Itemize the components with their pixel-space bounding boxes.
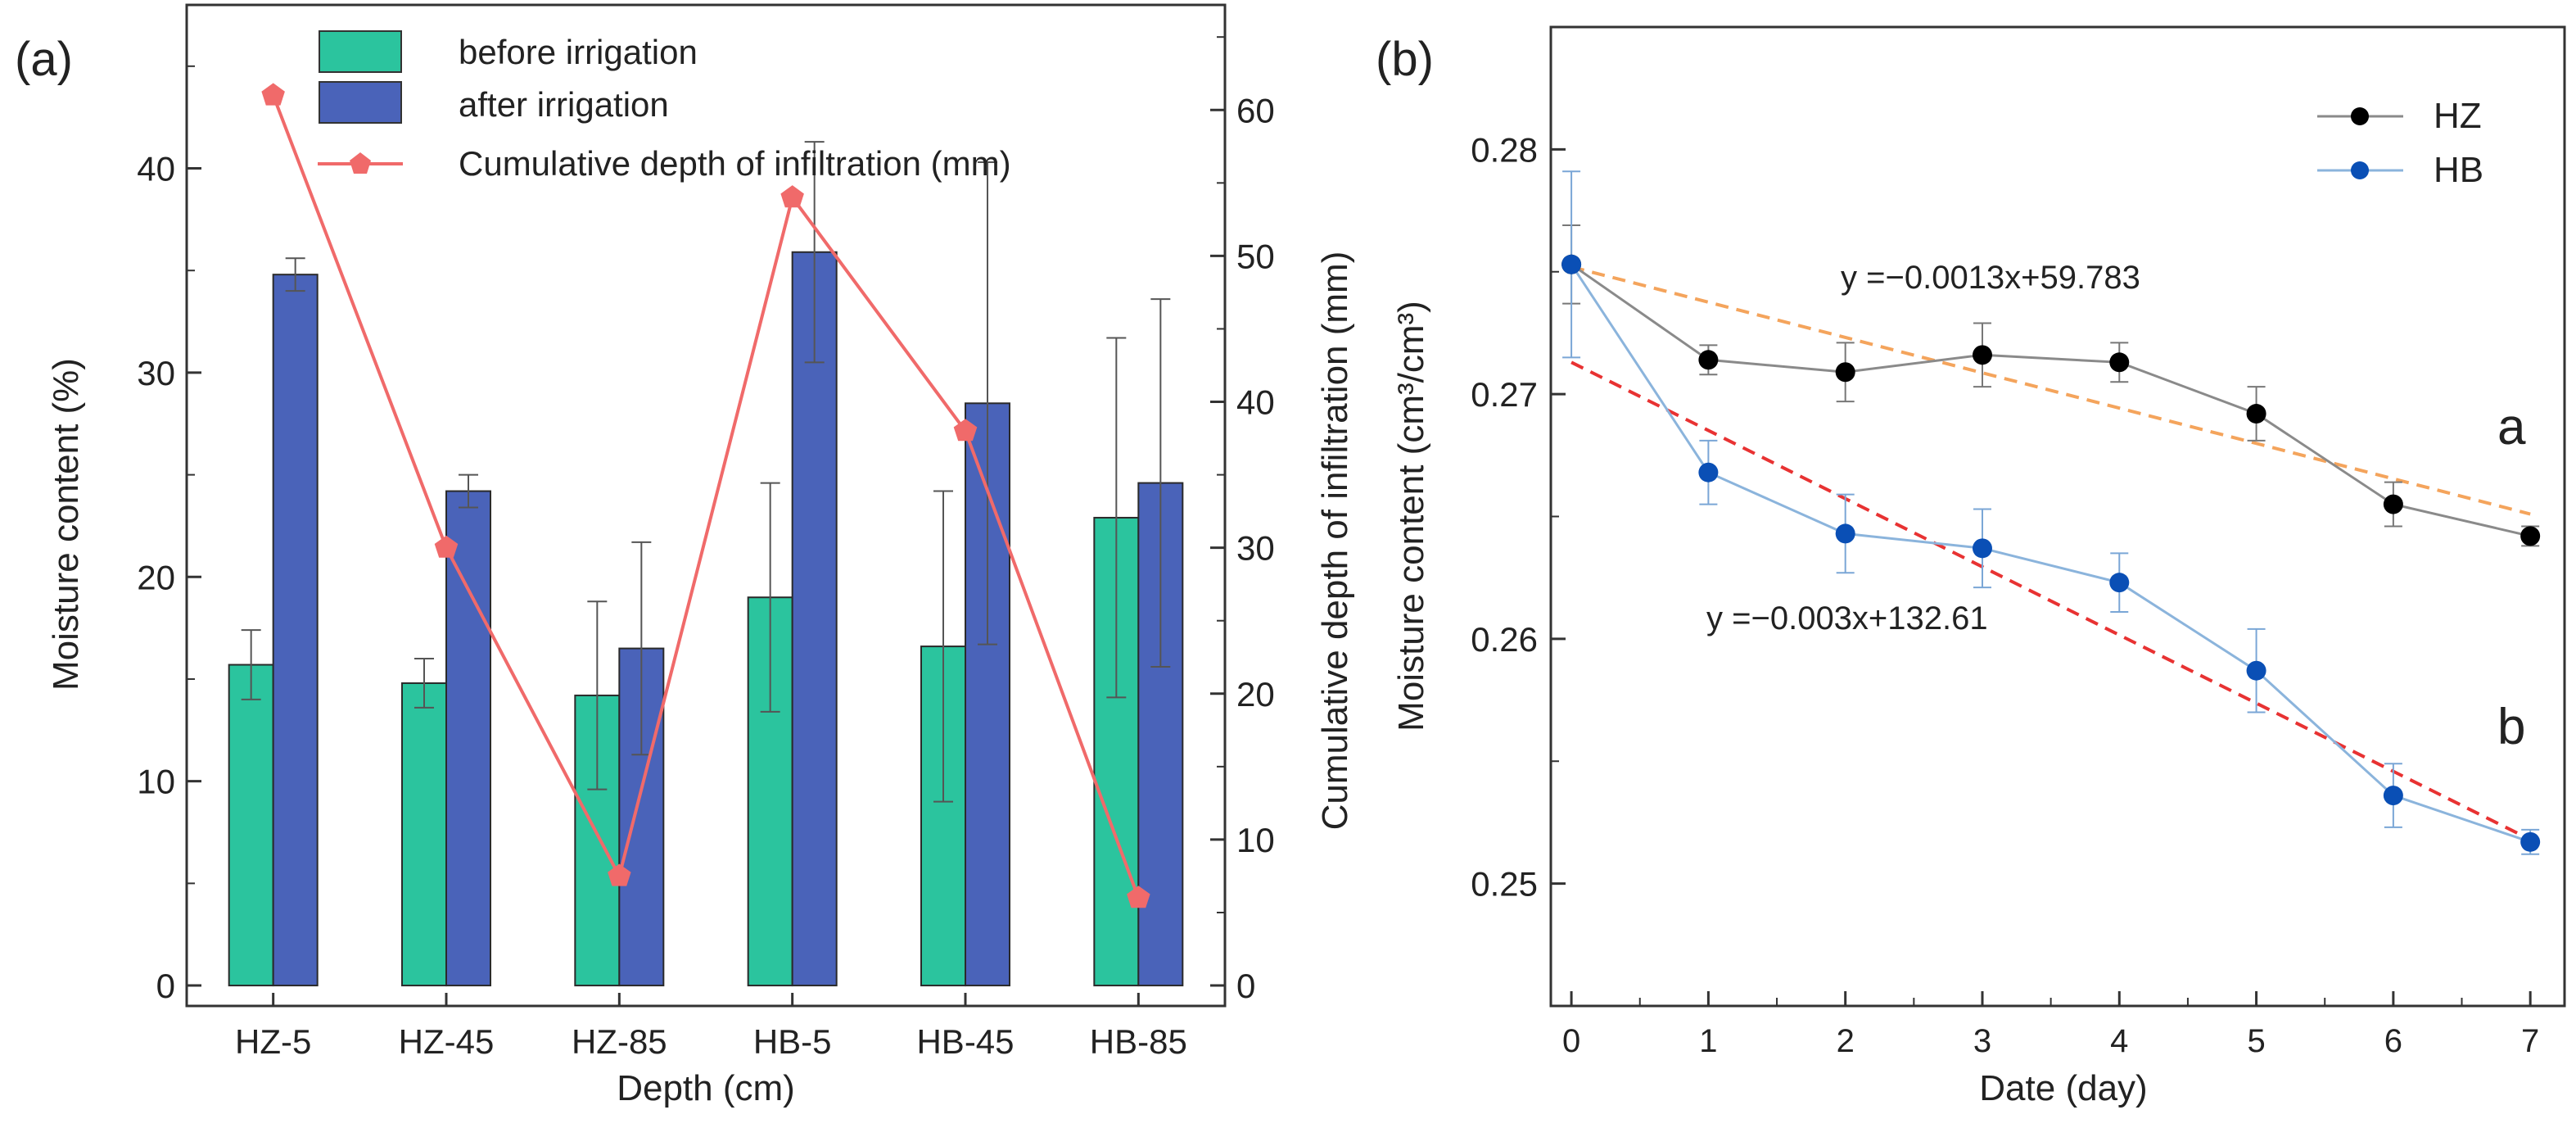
x-tick-label-b-0: 0 bbox=[1562, 1023, 1580, 1059]
x-tick-label-HB-5: HB-5 bbox=[753, 1022, 832, 1061]
infiltration-point-HZ-85 bbox=[608, 863, 631, 886]
x-axis-label: Depth (cm) bbox=[617, 1068, 795, 1108]
x-tick-label-HZ-85: HZ-85 bbox=[572, 1022, 667, 1061]
bar-after-HZ-5 bbox=[272, 274, 319, 987]
series-line-HB bbox=[1570, 263, 2531, 844]
fit-equation-hb: y =−0.003x+132.61 bbox=[1706, 600, 1988, 636]
y-tick-label-10: 10 bbox=[137, 763, 175, 801]
legend-swatch-before bbox=[319, 30, 402, 73]
infiltration-point-HB-85 bbox=[1127, 886, 1150, 908]
infiltration-point-HB-5 bbox=[780, 185, 804, 208]
y2-tick-label-50: 50 bbox=[1236, 237, 1275, 275]
point-HB-6 bbox=[2383, 786, 2403, 806]
legend-marker-infiltration bbox=[350, 152, 371, 174]
series-points-group bbox=[1561, 254, 2541, 852]
x-axis-label-b: Date (day) bbox=[1979, 1068, 2147, 1108]
legend-b: HZ HB bbox=[2317, 96, 2483, 190]
x-tick-label-b-1: 1 bbox=[1699, 1023, 1717, 1059]
x-tick-label-b-4: 4 bbox=[2110, 1023, 2128, 1059]
point-HB-0 bbox=[1561, 254, 1582, 274]
legend-a: before irrigation after irrigation Cumul… bbox=[318, 30, 1011, 183]
point-HB-7 bbox=[2520, 831, 2541, 852]
panel-a-label: (a) bbox=[15, 33, 73, 86]
bar-after-HZ-45 bbox=[445, 490, 491, 987]
y2-tick-label-20: 20 bbox=[1236, 675, 1275, 713]
x-axis: HZ-5 HZ-45 HZ-85 HB-5 HB-45 HB-85 bbox=[235, 993, 1187, 1061]
point-HZ-2 bbox=[1835, 362, 1855, 383]
legend-label-hz: HZ bbox=[2434, 96, 2482, 136]
y-tick-label-b-0.28: 0.28 bbox=[1471, 130, 1538, 169]
point-HB-3 bbox=[1972, 538, 1992, 559]
y2-tick-label-30: 30 bbox=[1236, 529, 1275, 568]
x-tick-label-b-3: 3 bbox=[1973, 1023, 1991, 1059]
y-tick-label-20: 20 bbox=[137, 558, 175, 596]
panel-b-chart: (b) 0.25 0.26 0.27 0.28 0 1 2 3 4 5 6 7 Moisture c… bbox=[1376, 25, 2566, 1108]
y-axis-label-right: Cumulative depth of infiltration (mm) bbox=[1315, 251, 1355, 831]
y-axis-label-left: Moisture content (%) bbox=[46, 358, 86, 691]
x-tick-label-b-6: 6 bbox=[2384, 1023, 2402, 1059]
point-HB-5 bbox=[2246, 660, 2266, 681]
x-tick-label-HZ-45: HZ-45 bbox=[399, 1022, 495, 1061]
x-tick-label-b-5: 5 bbox=[2247, 1023, 2265, 1059]
bar-before-HZ-5 bbox=[228, 664, 274, 987]
point-HZ-5 bbox=[2246, 404, 2266, 424]
y-axis-label-b: Moisture content (cm³/cm³) bbox=[1391, 301, 1431, 732]
legend-label-infiltration: Cumulative depth of infiltration (mm) bbox=[459, 144, 1011, 183]
y2-tick-label-0: 0 bbox=[1236, 967, 1255, 1005]
infiltration-line bbox=[271, 94, 1141, 899]
infiltration-point-HZ-5 bbox=[261, 83, 285, 106]
point-HZ-3 bbox=[1972, 345, 1992, 365]
bar-before-HZ-45 bbox=[401, 682, 447, 987]
panel-a-frame bbox=[185, 3, 1227, 1008]
x-tick-label-b-7: 7 bbox=[2521, 1023, 2539, 1059]
y-tick-label-b-0.26: 0.26 bbox=[1471, 620, 1538, 659]
series-lines-group bbox=[1570, 263, 2531, 844]
point-HB-2 bbox=[1835, 523, 1855, 544]
x-tick-label-HB-45: HB-45 bbox=[916, 1022, 1014, 1061]
left-y-axis: 0 10 20 30 40 bbox=[137, 65, 201, 1005]
point-HZ-6 bbox=[2383, 494, 2403, 514]
y2-tick-label-10: 10 bbox=[1236, 821, 1275, 859]
legend-swatch-after bbox=[319, 81, 402, 124]
y-tick-label-0: 0 bbox=[156, 967, 175, 1005]
x-axis-b: 0 1 2 3 4 5 6 7 bbox=[1562, 991, 2539, 1059]
x-tick-label-HZ-5: HZ-5 bbox=[235, 1022, 311, 1061]
error-bars-group bbox=[241, 141, 1171, 803]
y-tick-label-30: 30 bbox=[137, 354, 175, 392]
legend-label-before: before irrigation bbox=[459, 33, 698, 71]
point-HZ-1 bbox=[1698, 350, 1719, 370]
x-tick-label-HB-85: HB-85 bbox=[1090, 1022, 1187, 1061]
panel-b-label: (b) bbox=[1376, 33, 1434, 86]
x-tick-label-b-2: 2 bbox=[1837, 1023, 1855, 1059]
y-tick-label-b-0.25: 0.25 bbox=[1471, 865, 1538, 904]
fit-equation-hz: y =−0.0013x+59.783 bbox=[1841, 260, 2140, 296]
infiltration-line-group bbox=[261, 83, 1150, 908]
fit-line-HB bbox=[1570, 360, 2532, 841]
legend-label-hb: HB bbox=[2434, 150, 2483, 190]
annotation-a: a bbox=[2497, 399, 2526, 455]
y2-tick-label-60: 60 bbox=[1236, 91, 1275, 129]
legend-label-after: after irrigation bbox=[459, 85, 669, 124]
legend-marker-hz bbox=[2351, 107, 2369, 125]
point-HZ-4 bbox=[2109, 352, 2130, 373]
y2-tick-label-40: 40 bbox=[1236, 383, 1275, 422]
y-tick-label-40: 40 bbox=[137, 150, 175, 188]
bar-after-HB-5 bbox=[791, 251, 838, 987]
y-tick-label-b-0.27: 0.27 bbox=[1471, 375, 1538, 414]
infiltration-point-HB-45 bbox=[953, 419, 978, 442]
legend-marker-hb bbox=[2351, 161, 2369, 179]
fit-lines-group bbox=[1570, 265, 2532, 841]
fit-line-HZ bbox=[1570, 265, 2531, 516]
series-line-HZ bbox=[1570, 263, 2531, 537]
y-axis-b: 0.25 0.26 0.27 0.28 bbox=[1471, 26, 1566, 1007]
point-HZ-7 bbox=[2520, 526, 2541, 546]
point-HB-1 bbox=[1698, 462, 1719, 482]
right-y-axis: 0 10 20 30 40 50 60 bbox=[1210, 36, 1275, 1005]
point-HB-4 bbox=[2109, 573, 2130, 593]
infiltration-point-HZ-45 bbox=[434, 535, 459, 558]
annotation-b: b bbox=[2497, 699, 2525, 755]
